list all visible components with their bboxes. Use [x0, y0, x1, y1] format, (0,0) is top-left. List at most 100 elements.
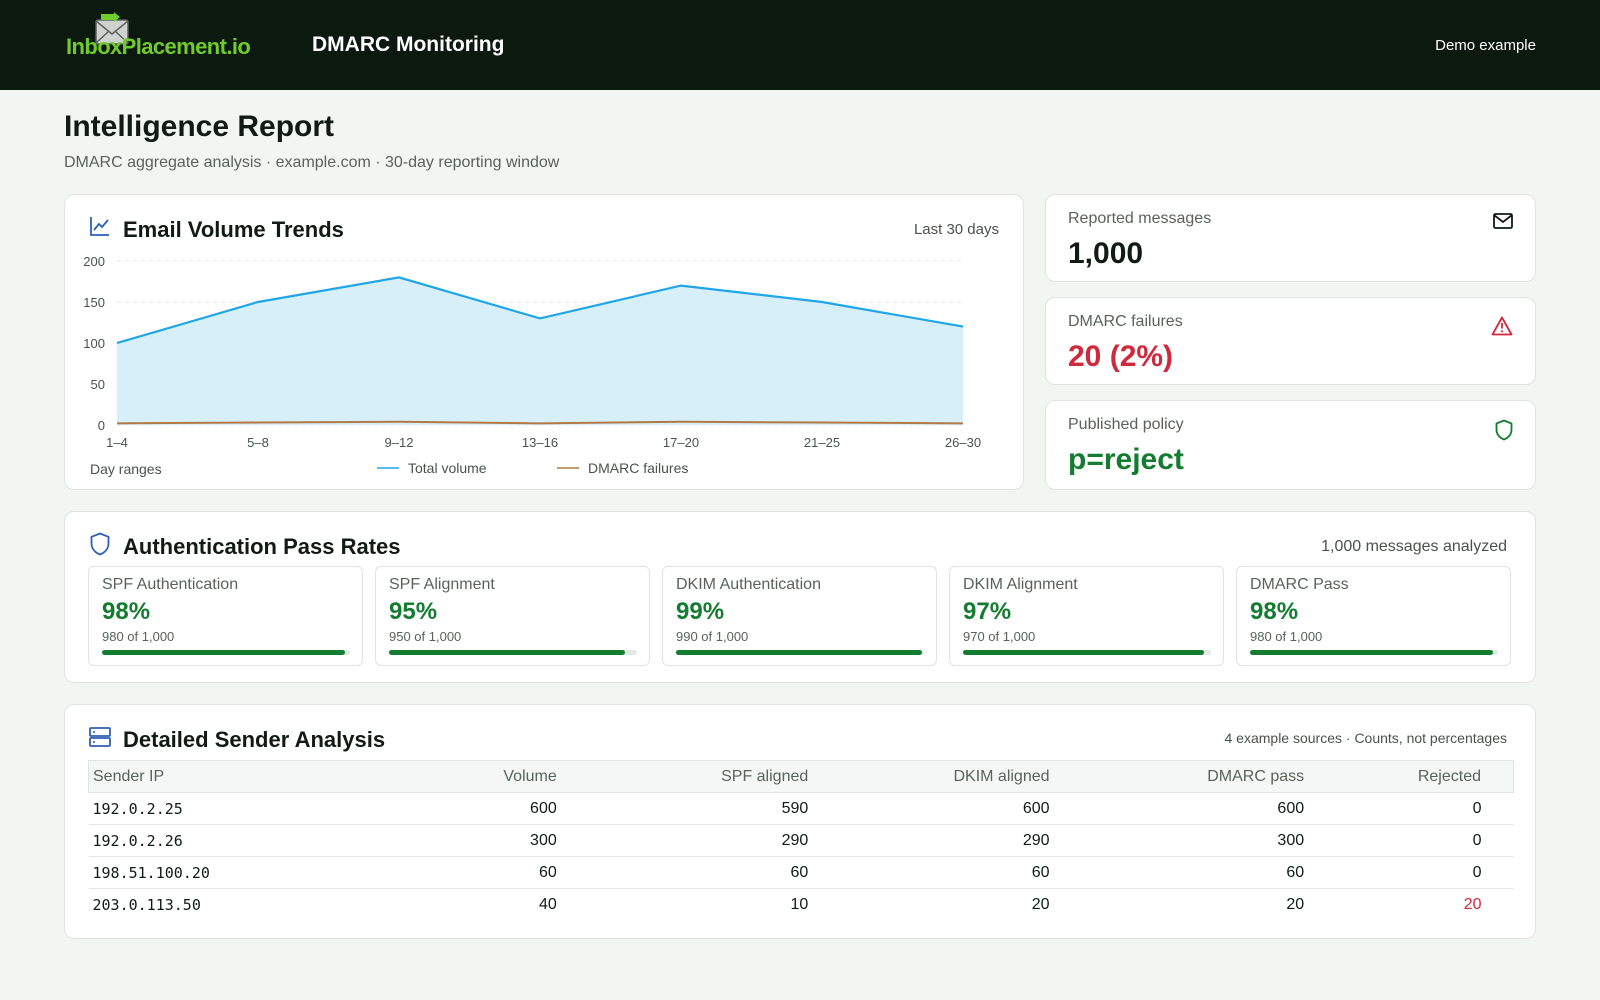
column-header-spf-aligned[interactable]: SPF aligned	[560, 760, 813, 793]
x-tick-label: 13–16	[522, 435, 558, 450]
rate-tile-spf-authentication: SPF Authentication 98% 980 of 1,000	[88, 566, 363, 666]
spf-aligned-cell: 60	[560, 856, 813, 889]
rate-label: DKIM Alignment	[963, 576, 1078, 593]
rejected-cell: 0	[1308, 792, 1514, 825]
sender-ip: 203.0.113.50	[92, 895, 201, 914]
card-title: Authentication Pass Rates	[123, 534, 401, 559]
spf-aligned-cell: 290	[560, 824, 813, 857]
volume-cell: 300	[386, 824, 561, 857]
column-header-volume[interactable]: Volume	[386, 760, 561, 793]
legend-label: DMARC failures	[588, 460, 688, 476]
shield-icon	[90, 532, 110, 556]
dkim-aligned-cell: 20	[1031, 895, 1050, 913]
page-title: Intelligence Report	[64, 110, 335, 143]
rate-progress-track	[676, 650, 924, 655]
volume-cell: 600	[386, 792, 561, 825]
authentication-pass-rates-card: Authentication Pass Rates 1,000 messages…	[64, 511, 1536, 683]
sender-table: Sender IP Volume SPF aligned DKIM aligne…	[88, 760, 1515, 921]
detailed-sender-analysis-card: Detailed Sender Analysis 4 example sourc…	[64, 704, 1536, 939]
rate-percent: 99%	[676, 598, 725, 625]
kpi-value: p=reject	[1068, 443, 1184, 476]
spf-aligned-cell: 590	[560, 792, 813, 825]
table-row: 198.51.100.20 60 60 60 60 0	[88, 856, 1514, 889]
column-header-dmarc-pass[interactable]: DMARC pass	[1053, 760, 1309, 793]
rate-tile-spf-alignment: SPF Alignment 95% 950 of 1,000	[375, 566, 650, 666]
legend-label: Total volume	[408, 460, 487, 476]
rate-progress-track	[389, 650, 637, 655]
y-tick-label: 150	[83, 295, 105, 310]
rate-progress-track	[963, 650, 1211, 655]
spf-aligned-cell: 10	[790, 895, 809, 913]
rate-label: DKIM Authentication	[676, 576, 821, 593]
card-title: Detailed Sender Analysis	[123, 727, 386, 752]
logo[interactable]: InboxPlacement.io	[66, 12, 266, 62]
x-tick-label: 21–25	[804, 435, 840, 450]
x-tick-label: 17–20	[663, 435, 699, 450]
rate-count: 950 of 1,000	[389, 629, 462, 644]
rate-progress-fill	[102, 650, 346, 655]
x-tick-label: 9–12	[385, 435, 414, 450]
rate-count: 980 of 1,000	[1250, 629, 1323, 644]
messages-analyzed: 1,000 messages analyzed	[1321, 538, 1507, 555]
y-tick-label: 0	[98, 418, 105, 433]
envelope-icon	[1493, 213, 1513, 229]
rate-label: SPF Authentication	[102, 576, 239, 593]
x-tick-label: 5–8	[247, 435, 269, 450]
server-icon	[89, 727, 111, 747]
page-subtitle: DMARC aggregate analysis · example.com ·…	[64, 154, 560, 171]
column-header-sender-ip[interactable]: Sender IP	[88, 760, 387, 793]
kpi-label: Published policy	[1068, 416, 1184, 433]
rate-count: 980 of 1,000	[102, 629, 175, 644]
logo-text: InboxPlacement.io	[66, 34, 251, 59]
rate-percent: 97%	[963, 598, 1012, 625]
line-chart-icon	[90, 217, 109, 236]
rate-label: DMARC Pass	[1250, 576, 1349, 593]
rejected-cell: 0	[1308, 824, 1514, 857]
envelope-logo-icon	[95, 12, 129, 45]
period-label: Last 30 days	[913, 221, 999, 238]
area-fill-0	[117, 277, 963, 425]
rate-count: 970 of 1,000	[963, 629, 1036, 644]
pass-rate-tiles: SPF Authentication 98% 980 of 1,000 SPF …	[88, 566, 1511, 666]
rate-progress-fill	[389, 650, 625, 655]
rate-progress-fill	[963, 650, 1204, 655]
dmarc-pass-cell: 20	[1286, 895, 1305, 913]
sender-ip: 192.0.2.25	[88, 792, 387, 825]
rate-tile-dkim-authentication: DKIM Authentication 99% 990 of 1,000	[662, 566, 937, 666]
kpi-dmarc-failures: DMARC failures 20 (2%)	[1045, 297, 1536, 385]
kpi-value: 20 (2%)	[1068, 340, 1174, 373]
top-bar: InboxPlacement.io DMARC Monitoring Demo …	[0, 0, 1600, 90]
rate-tile-dkim-alignment: DKIM Alignment 97% 970 of 1,000	[949, 566, 1224, 666]
rejected-cell: 20	[1463, 895, 1482, 913]
x-tick-label: 1–4	[106, 435, 128, 450]
rate-count: 990 of 1,000	[676, 629, 749, 644]
rate-tile-dmarc-pass: DMARC Pass 98% 980 of 1,000	[1236, 566, 1511, 666]
table-row: 192.0.2.26 300 290 290 300 0	[88, 824, 1514, 857]
app-title: DMARC Monitoring	[312, 33, 505, 56]
sender-ip: 198.51.100.20	[88, 856, 387, 889]
shield-icon	[1495, 419, 1513, 441]
dkim-aligned-cell: 600	[812, 792, 1054, 825]
rate-progress-fill	[1250, 650, 1494, 655]
x-axis-label: Day ranges	[90, 461, 162, 477]
kpi-value: 1,000	[1068, 237, 1144, 270]
card-title: Email Volume Trends	[123, 217, 344, 242]
volume-cell: 60	[386, 856, 561, 889]
table-row: 203.0.113.50 40 10 20 20 20	[89, 889, 1514, 921]
rejected-cell: 0	[1308, 856, 1514, 889]
rate-percent: 98%	[1250, 598, 1299, 625]
rate-progress-track	[1250, 650, 1498, 655]
email-volume-trends-card: 0 50 100 150 200 1–4 5–8 9–12 13–16 17–20 21–25 26–…	[64, 194, 1024, 490]
dkim-aligned-cell: 290	[812, 824, 1054, 857]
table-header-row: Sender IP Volume SPF aligned DKIM aligne…	[88, 760, 1515, 793]
column-header-rejected[interactable]: Rejected	[1308, 760, 1515, 793]
y-tick-label: 100	[83, 336, 105, 351]
table-row: 192.0.2.25 600 590 600 600 0	[88, 792, 1514, 825]
rate-percent: 95%	[389, 598, 438, 625]
dmarc-pass-cell: 300	[1053, 824, 1309, 857]
column-header-dkim-aligned[interactable]: DKIM aligned	[812, 760, 1054, 793]
rate-percent: 98%	[102, 598, 151, 625]
warning-triangle-icon	[1491, 316, 1513, 336]
rate-progress-fill	[676, 650, 922, 655]
volume-chart: 0 50 100 150 200 1–4 5–8 9–12 13–16 17–20 21–25 26–…	[83, 254, 981, 477]
